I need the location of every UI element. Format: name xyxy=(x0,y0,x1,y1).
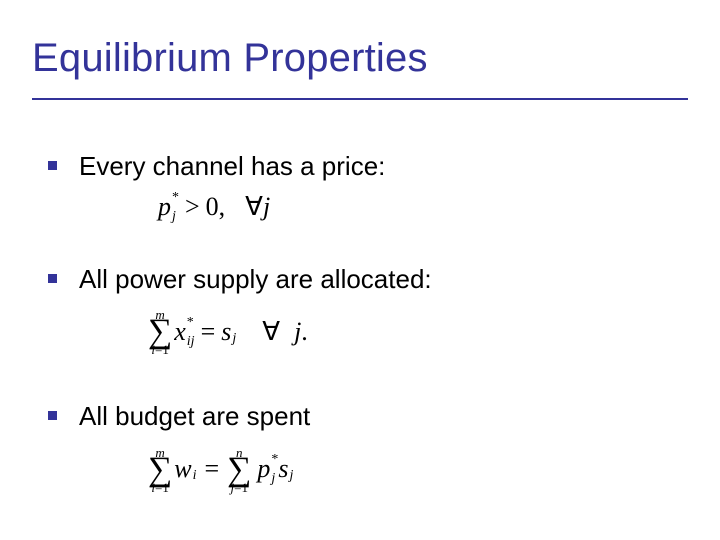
sumB-bot: j=1 xyxy=(231,481,248,494)
var-w: w xyxy=(174,456,191,482)
comma: , xyxy=(219,194,226,220)
rhs-zero: 0 xyxy=(206,194,219,220)
forall-2: ∀ xyxy=(262,319,280,345)
s3-sub: j xyxy=(290,469,294,483)
sigma-icon: ∑ xyxy=(227,456,251,483)
p3-sup: * xyxy=(271,453,278,467)
sum1-bot: i=1 xyxy=(151,343,168,356)
slide-body: Every channel has a price: p * j > 0 , ∀… xyxy=(48,150,668,496)
sumA-bot-val: 1 xyxy=(162,480,169,495)
sum1-bot-val: 1 xyxy=(162,342,169,357)
x-scripts: * ij xyxy=(187,318,195,346)
p-sup: * xyxy=(172,191,179,205)
square-bullet-icon xyxy=(48,411,57,420)
var-p: p xyxy=(158,194,171,220)
eq-2: = xyxy=(201,319,216,345)
formula-1: p * j > 0 , ∀ j xyxy=(158,193,668,221)
bullet-item-3: All budget are spent xyxy=(48,400,668,433)
sum-B: n ∑ j=1 xyxy=(227,443,251,496)
qvar-j-1: j xyxy=(263,194,270,220)
p3-scripts: * j xyxy=(271,455,278,483)
p-sub: j xyxy=(172,210,179,224)
sum1-bot-eq: = xyxy=(155,342,162,357)
qvar-j-2: j xyxy=(294,319,301,345)
sigma-icon: ∑ xyxy=(148,456,172,483)
p3-sub: j xyxy=(271,472,278,486)
eq-3: = xyxy=(204,456,219,482)
sumB-bot-eq: = xyxy=(234,480,241,495)
formula-2: m ∑ i=1 x * ij = s j ∀ j . xyxy=(148,305,668,358)
slide: Equilibrium Properties Every channel has… xyxy=(0,0,720,540)
forall-1: ∀ xyxy=(245,194,263,220)
sigma-icon: ∑ xyxy=(148,318,172,345)
square-bullet-icon xyxy=(48,161,57,170)
sum-A: m ∑ i=1 xyxy=(148,443,172,496)
s-sub: j xyxy=(232,332,236,346)
var-p3: p xyxy=(257,456,270,482)
bullet-item-2: All power supply are allocated: xyxy=(48,263,668,296)
x-sup: * xyxy=(187,316,195,330)
sum-1: m ∑ i=1 xyxy=(148,305,172,358)
bullet-item-1: Every channel has a price: xyxy=(48,150,668,183)
var-s: s xyxy=(221,319,231,345)
period-2: . xyxy=(301,319,308,345)
sumB-bot-val: 1 xyxy=(242,480,249,495)
bullet-text-3: All budget are spent xyxy=(79,400,310,433)
p-scripts: * j xyxy=(172,193,179,221)
sum1-top: m xyxy=(155,308,164,321)
sumB-top: n xyxy=(236,446,243,459)
x-sub: ij xyxy=(187,335,195,349)
var-s3: s xyxy=(278,456,288,482)
rel-gt: > xyxy=(185,194,200,220)
square-bullet-icon xyxy=(48,274,57,283)
sumA-bot: i=1 xyxy=(151,481,168,494)
sumA-bot-eq: = xyxy=(155,480,162,495)
slide-title: Equilibrium Properties xyxy=(32,36,428,80)
var-x: x xyxy=(174,319,186,345)
bullet-text-2: All power supply are allocated: xyxy=(79,263,432,296)
formula-3: m ∑ i=1 w i = n ∑ j=1 p * j s j xyxy=(148,443,668,496)
sumA-top: m xyxy=(155,446,164,459)
bullet-text-1: Every channel has a price: xyxy=(79,150,385,183)
title-underline xyxy=(32,98,688,100)
w-sub: i xyxy=(193,469,197,483)
